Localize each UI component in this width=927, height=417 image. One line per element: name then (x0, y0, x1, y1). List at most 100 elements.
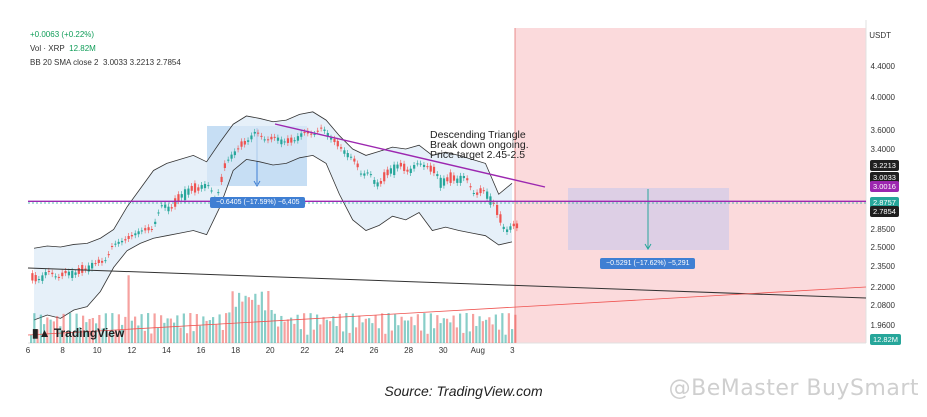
volume-bar (387, 313, 390, 343)
candle (270, 136, 273, 140)
volume-bar (36, 329, 39, 343)
candle (193, 183, 197, 193)
candle (51, 272, 54, 275)
x-tick-label: 28 (404, 346, 414, 355)
candle (349, 156, 353, 158)
volume-bar (514, 314, 517, 343)
candle (406, 169, 409, 172)
volume-bar (218, 314, 221, 343)
candle (200, 185, 203, 189)
volume-bar (319, 324, 322, 343)
candle (183, 189, 187, 201)
candle (154, 221, 157, 225)
volume-bar (189, 313, 192, 343)
candle (446, 177, 449, 182)
volume-bar (143, 330, 146, 343)
volume-bar (208, 320, 211, 343)
volume-bar (124, 316, 127, 343)
candle (47, 270, 51, 272)
y-axis-unit: USDT (869, 31, 891, 40)
candle (124, 239, 127, 241)
candle (339, 147, 343, 149)
candle (41, 275, 44, 281)
volume-bar (407, 320, 410, 343)
volume-bar (59, 326, 62, 343)
volume-bar (462, 332, 465, 343)
tv-icon: ▮▲ (32, 326, 51, 340)
candle (61, 272, 64, 277)
volume-bar (468, 331, 471, 343)
candle (486, 191, 489, 199)
candle (515, 223, 519, 229)
volume-bar (348, 332, 351, 343)
candle (466, 178, 469, 181)
volume-bar (160, 315, 163, 343)
candle (127, 235, 130, 239)
volume-bar (449, 322, 452, 343)
candle (187, 188, 190, 195)
volume-bar (153, 313, 156, 343)
candle (496, 204, 499, 215)
volume-bar (436, 315, 439, 343)
x-tick-label: 24 (334, 346, 344, 355)
candle (442, 178, 446, 186)
volume-bar (156, 327, 159, 343)
volume-bar (62, 313, 65, 343)
volume-bar (309, 313, 312, 343)
bollinger-band (34, 111, 512, 320)
candle (512, 223, 515, 227)
target-arrowhead (644, 243, 652, 250)
watermark: @BeMaster BuySmart (668, 376, 919, 401)
candle (462, 175, 465, 179)
candle (220, 176, 223, 183)
volume-bar (121, 324, 124, 343)
candle (177, 194, 180, 202)
candle (197, 187, 200, 191)
x-tick-label: 3 (510, 346, 515, 355)
volume-bar (439, 323, 442, 343)
volume-bar (322, 317, 325, 343)
candle (164, 204, 167, 208)
price-tag: 12.82M (870, 334, 902, 345)
candle (81, 265, 84, 273)
candle (389, 168, 392, 174)
candle (91, 262, 94, 269)
volume-bar (475, 325, 478, 343)
candle (506, 229, 509, 233)
volume-bar (488, 317, 491, 343)
price-tag: 2.7854 (870, 206, 899, 217)
candle (502, 226, 505, 230)
volume-bar (280, 315, 283, 343)
volume-bar (137, 325, 140, 343)
candle (476, 192, 479, 195)
volume-bar (260, 291, 263, 343)
candle (293, 140, 296, 142)
measure-arrowhead-1 (253, 180, 261, 187)
candle (71, 270, 74, 278)
volume-bar (303, 313, 306, 343)
candle (230, 154, 233, 159)
volume-bar (312, 329, 315, 343)
volume-bar (377, 328, 380, 343)
candle (120, 240, 124, 243)
candle (436, 174, 439, 177)
x-tick-label: 18 (231, 346, 241, 355)
volume-bar (299, 329, 302, 343)
candle (94, 263, 97, 265)
volume-bar (134, 316, 137, 343)
candle (313, 134, 316, 136)
candle (393, 164, 396, 176)
volume-bar (501, 313, 504, 343)
volume-bar (221, 329, 224, 343)
candle (509, 226, 512, 230)
volume-bar (205, 320, 208, 343)
volume-bar (257, 304, 260, 343)
volume-bar (286, 319, 289, 343)
volume-bar (127, 275, 130, 343)
candle (326, 132, 329, 137)
candle (174, 198, 177, 207)
candle (207, 185, 210, 187)
x-tick-label: Aug (470, 346, 485, 355)
descending-support-line (27, 267, 867, 299)
candle (243, 140, 246, 145)
